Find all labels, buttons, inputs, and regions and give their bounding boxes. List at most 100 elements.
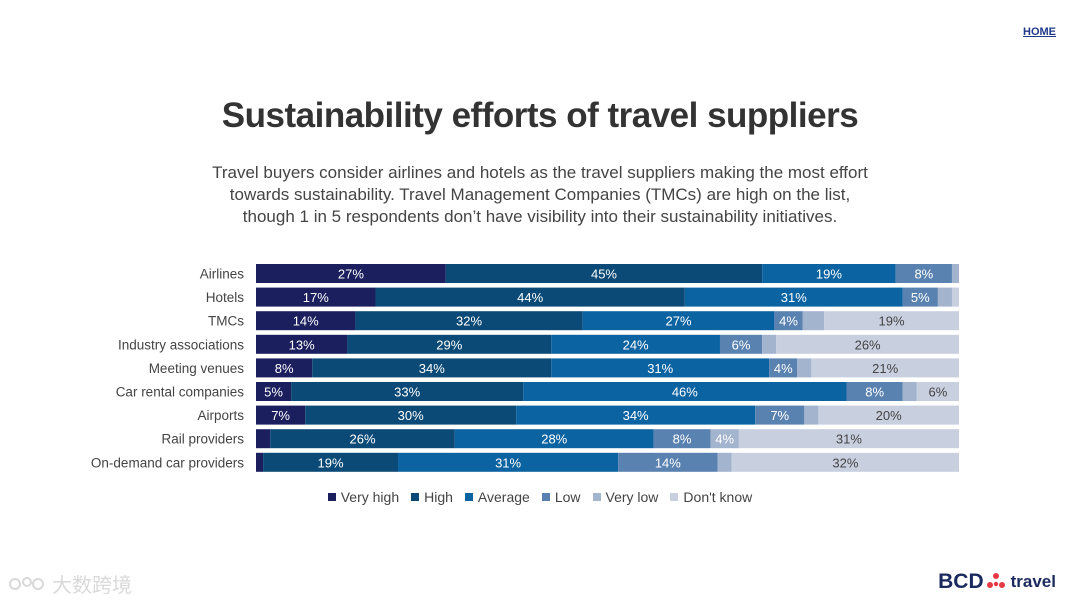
subtitle-line-1: Travel buyers consider airlines and hote… <box>212 163 868 182</box>
category-label: Rail providers <box>161 432 244 447</box>
bar-segment <box>445 264 763 283</box>
bar-segment <box>618 452 718 472</box>
legend-label: High <box>424 489 453 505</box>
legend-label: Don't know <box>683 489 753 505</box>
brand-dots-icon <box>986 573 1005 588</box>
data-label: 8% <box>914 267 933 282</box>
data-label: 27% <box>338 267 364 282</box>
bar-segment <box>738 429 959 449</box>
legend-item: High <box>411 489 453 505</box>
bar-segment <box>256 287 376 307</box>
bar-segment <box>804 405 819 425</box>
legend-item: Don't know <box>670 489 752 505</box>
bcd-travel-logo: BCD travel <box>938 570 1056 594</box>
bar-segment <box>717 452 732 472</box>
legend-swatch <box>464 493 473 501</box>
data-label: 29% <box>436 337 462 352</box>
bar-segment <box>776 334 959 354</box>
legend-item: Very low <box>592 489 659 505</box>
bar-segment <box>755 405 805 425</box>
page-subtitle: Travel buyers consider airlines and hote… <box>140 162 940 228</box>
bar-segment <box>769 358 798 378</box>
bar-segment <box>824 311 959 331</box>
bar-segment <box>774 311 803 331</box>
legend-swatch <box>411 493 420 501</box>
category-label: Industry associations <box>118 337 244 352</box>
data-label: 8% <box>673 432 692 447</box>
data-label: 8% <box>275 361 294 376</box>
bar-segment <box>710 429 739 449</box>
category-label: TMCs <box>208 314 244 329</box>
legend-swatch <box>327 493 336 501</box>
brand-bcd-text: BCD <box>938 570 984 593</box>
data-label: 46% <box>672 385 698 400</box>
data-label: 26% <box>855 337 881 352</box>
bar-segment <box>653 429 711 449</box>
bar-segment <box>256 311 356 331</box>
legend-item: Average <box>464 489 530 505</box>
bar-segment <box>731 452 959 472</box>
data-label: 34% <box>419 361 445 376</box>
bar-segment <box>846 382 903 401</box>
data-label: 31% <box>647 361 673 376</box>
data-label: 5% <box>264 385 283 400</box>
data-label: 4% <box>779 314 798 329</box>
brand-travel-text: travel <box>1010 572 1056 591</box>
data-label: 31% <box>495 455 521 470</box>
bar-segment <box>719 334 763 354</box>
data-label: 17% <box>303 290 329 305</box>
bar-segment <box>256 334 348 354</box>
bar-segment <box>902 287 938 307</box>
bar-segment <box>802 311 825 331</box>
data-label: 31% <box>836 432 862 447</box>
data-label: 13% <box>289 337 315 352</box>
bar-segment <box>951 264 959 283</box>
bar-segment <box>270 429 455 449</box>
bar-segment <box>355 311 583 331</box>
data-label: 5% <box>911 290 930 305</box>
bar-segment <box>916 382 959 401</box>
bar-segment <box>895 264 952 283</box>
data-label: 6% <box>732 337 751 352</box>
legend-label: Low <box>554 489 581 505</box>
data-label: 30% <box>398 408 424 423</box>
chart-legend: Very high High Average Low Very low Don't kno… <box>0 489 1080 505</box>
category-label: Airlines <box>200 267 245 282</box>
page-title: Sustainability efforts of travel supplie… <box>221 96 859 135</box>
data-label: 26% <box>349 432 375 447</box>
bar-segment <box>582 311 775 331</box>
data-label: 19% <box>318 455 344 470</box>
bar-segment <box>375 287 685 307</box>
data-label: 32% <box>832 455 858 470</box>
data-label: 7% <box>770 408 789 423</box>
bar-segment <box>312 358 552 378</box>
legend-label: Very low <box>605 489 659 505</box>
data-label: 24% <box>623 337 649 352</box>
bar-segment <box>256 264 446 283</box>
bar-segment <box>818 405 959 425</box>
legend-item: Very high <box>327 489 400 505</box>
bar-segment <box>398 452 619 472</box>
legend-swatch <box>670 493 679 501</box>
data-label: 14% <box>655 455 681 470</box>
data-label: 7% <box>271 408 290 423</box>
data-label: 34% <box>623 408 649 423</box>
watermark-logo-icon <box>9 576 44 590</box>
bar-segment <box>256 358 313 378</box>
data-label: 33% <box>394 385 420 400</box>
category-label: On-demand car providers <box>91 455 244 470</box>
legend-label: Very high <box>340 489 400 505</box>
data-label: 19% <box>816 267 842 282</box>
bar-segment <box>684 287 903 307</box>
category-label: Car rental companies <box>116 385 245 400</box>
bar-segment <box>811 358 959 378</box>
home-link[interactable]: HOME <box>1023 26 1056 38</box>
bar-segment <box>256 452 264 472</box>
legend-item: Low <box>541 489 581 505</box>
legend-label: Average <box>477 489 530 505</box>
legend-swatch <box>592 493 601 501</box>
watermark-text: 大数跨境 <box>52 575 132 597</box>
bar-segment <box>937 287 952 307</box>
bar-segment <box>263 452 399 472</box>
bar-segment <box>551 334 720 354</box>
